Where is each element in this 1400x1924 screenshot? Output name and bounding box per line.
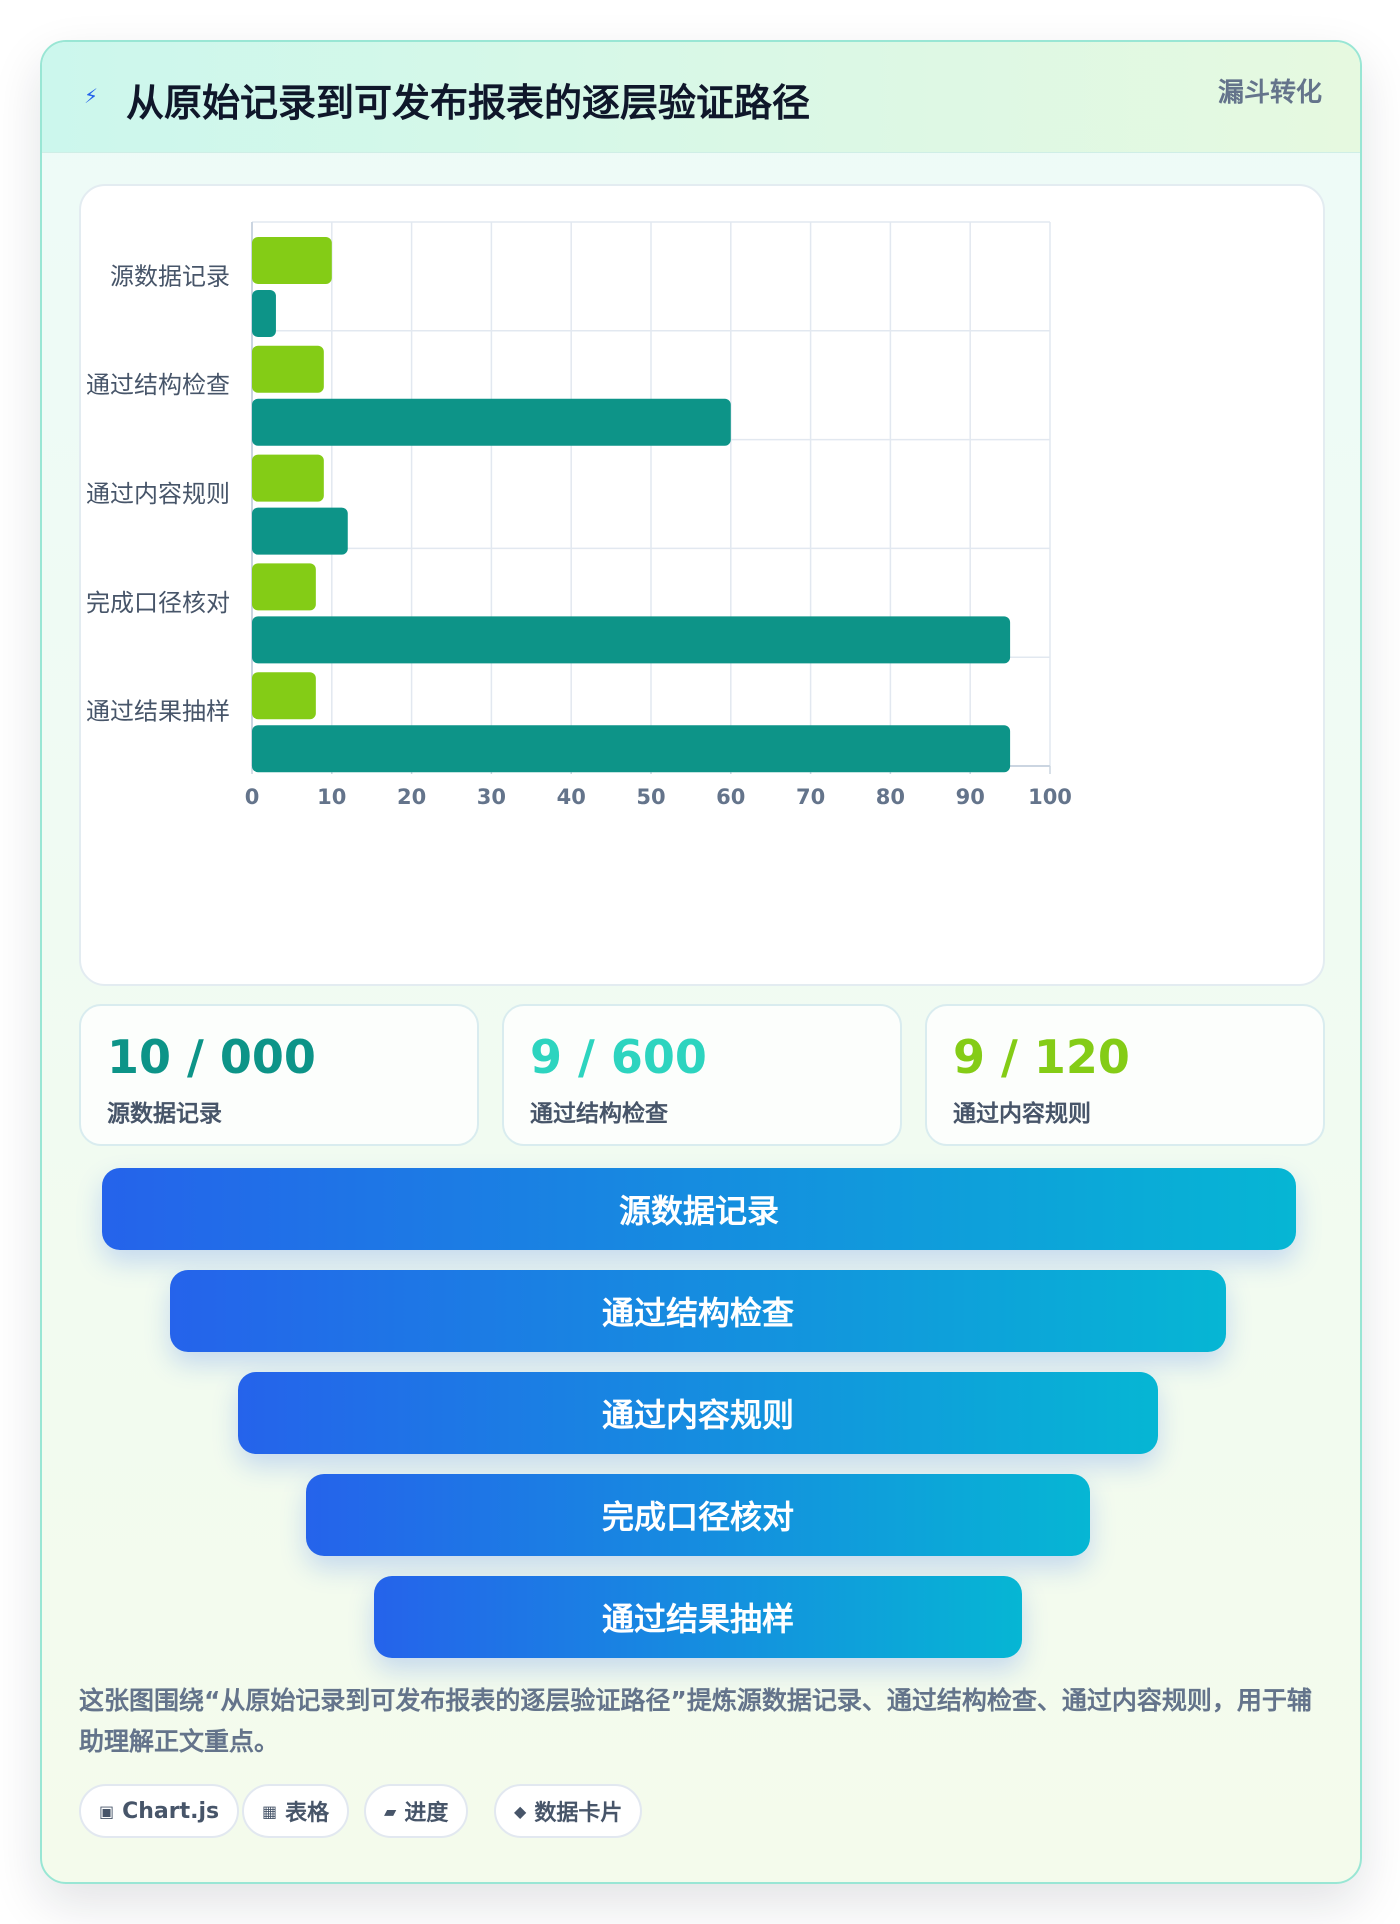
funnel-stage: 通过结构检查 — [170, 1270, 1226, 1352]
lightning-icon: ⚡ — [84, 84, 99, 108]
x-tick-label: 50 — [636, 785, 665, 809]
table-icon: ▦ — [262, 1801, 278, 1821]
bar-series-1 — [252, 345, 324, 393]
stat-card: 9 / 600 通过结构检查 — [502, 1004, 902, 1146]
chip-label: 表格 — [285, 1801, 330, 1826]
x-tick-label: 80 — [876, 785, 905, 809]
bar-chart-panel: 0 10 20 30 40 50 60 70 80 90 100 源数据记录通过结构检查 通过内容规则完… — [79, 184, 1325, 986]
stat-card: 9 / 120 通过内容规则 — [925, 1004, 1325, 1146]
description: 这张图围绕“从原始记录到可发布报表的逐层验证路径”提炼源数据记录、通过结构检查、… — [79, 1686, 1312, 1756]
bar-series-2 — [252, 725, 1011, 773]
bar-series-1 — [252, 454, 324, 502]
chip-chartjs[interactable]: ▣ Chart.js — [79, 1784, 240, 1838]
x-tick-label: 90 — [956, 785, 985, 809]
y-category-label: 通过内容规则 — [86, 480, 230, 508]
y-category-label: 源数据记录 — [110, 262, 230, 290]
chip-data-card[interactable]: ◆ 数据卡片 — [494, 1784, 643, 1838]
bar-series-2 — [252, 290, 276, 337]
x-tick-label: 60 — [716, 785, 745, 809]
chip-label: Chart.js — [122, 1798, 220, 1824]
funnel-stage: 通过结果抽样 — [374, 1576, 1022, 1658]
page-title: 从原始记录到可发布报表的逐层验证路径 — [126, 81, 811, 125]
bar-series-1 — [252, 672, 316, 720]
bar-series-2 — [252, 398, 731, 446]
card-header: ⚡ 从原始记录到可发布报表的逐层验证路径 漏斗转化 — [42, 42, 1360, 153]
stat-value: 9 / 120 — [953, 1030, 1130, 1084]
stat-cards: 10 / 000 源数据记录 9 / 600 通过结构检查 9 / 120 通过… — [79, 1004, 1325, 1146]
chip-table[interactable]: ▦ 表格 — [242, 1784, 350, 1838]
diamond-icon: ◆ — [514, 1801, 527, 1821]
funnel-stage: 源数据记录 — [102, 1168, 1296, 1250]
funnel-stage: 通过内容规则 — [238, 1372, 1158, 1454]
bar-chart: 0 10 20 30 40 50 60 70 80 90 100 源数据记录通过结构检查通过内容规则完… — [86, 221, 1072, 809]
x-tick-label: 70 — [796, 785, 825, 809]
y-category-label: 通过结构检查 — [86, 371, 230, 399]
report-card: ⚡ 从原始记录到可发布报表的逐层验证路径 漏斗转化 0 10 20 30 40 50 60 7… — [40, 40, 1362, 1884]
y-category-label: 完成口径核对 — [86, 589, 230, 617]
stat-label: 通过结构检查 — [530, 1101, 668, 1127]
stat-label: 通过内容规则 — [953, 1101, 1091, 1127]
chip-label: 进度 — [404, 1801, 449, 1826]
stat-value: 9 / 600 — [530, 1030, 707, 1084]
funnel-badge: 漏斗转化 — [1217, 78, 1322, 108]
stat-card: 10 / 000 源数据记录 — [79, 1004, 479, 1146]
bar-series-1 — [252, 563, 316, 611]
bar-series-2 — [252, 616, 1011, 664]
bar-series-1 — [252, 237, 332, 284]
x-tick-label: 20 — [397, 785, 426, 809]
x-tick-label: 30 — [477, 785, 506, 809]
chip-label: 数据卡片 — [534, 1801, 623, 1826]
chip-progress[interactable]: ▰ 进度 — [364, 1784, 469, 1838]
stat-label: 源数据记录 — [107, 1101, 222, 1127]
progress-icon: ▰ — [384, 1801, 397, 1821]
chart-icon: ▣ — [99, 1801, 115, 1821]
x-tick-label: 10 — [317, 785, 346, 809]
x-tick-label: 40 — [557, 785, 586, 809]
y-category-label: 通过结果抽样 — [86, 698, 230, 726]
x-tick-label: 0 — [245, 785, 260, 809]
stat-value: 10 / 000 — [107, 1030, 316, 1084]
funnel-stage: 完成口径核对 — [306, 1474, 1090, 1556]
bar-series-2 — [252, 507, 348, 555]
x-tick-label: 100 — [1028, 785, 1072, 809]
